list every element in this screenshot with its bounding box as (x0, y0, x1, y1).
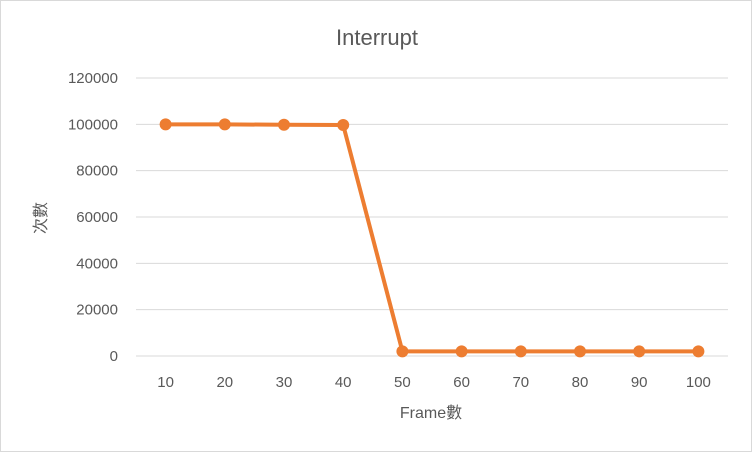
data-point (337, 119, 350, 132)
x-tick-label: 90 (631, 374, 648, 391)
y-tick-label: 0 (110, 348, 118, 365)
data-point (574, 345, 586, 358)
x-tick-label: 10 (157, 374, 174, 391)
y-tick-label: 100000 (68, 116, 118, 133)
data-point (278, 118, 290, 131)
y-tick-label: 80000 (76, 163, 118, 180)
data-point (159, 118, 172, 131)
y-tick-labels: 0 20000 40000 60000 80000 100000 120000 (68, 70, 118, 365)
data-point (455, 345, 468, 358)
gridlines (136, 77, 728, 357)
series-line (163, 122, 701, 354)
data-point (633, 345, 646, 358)
y-axis-title: 次數 (32, 202, 50, 234)
data-point (514, 345, 527, 358)
data-point (396, 345, 409, 358)
y-tick-label: 40000 (76, 255, 118, 272)
series-group (159, 118, 705, 358)
x-tick-labels: 10 20 30 40 50 60 70 80 90 100 (157, 374, 711, 391)
chart-title: Interrupt (336, 25, 418, 50)
x-tick-label: 40 (335, 374, 352, 391)
y-tick-label: 120000 (68, 70, 118, 87)
x-axis-title: Frame數 (400, 404, 462, 422)
data-point (218, 118, 231, 131)
x-tick-label: 100 (686, 374, 711, 391)
x-tick-label: 60 (453, 374, 470, 391)
x-tick-label: 80 (572, 374, 589, 391)
data-point (692, 345, 705, 358)
x-tick-label: 20 (216, 374, 233, 391)
x-tick-label: 50 (394, 374, 411, 391)
y-tick-label: 20000 (76, 302, 118, 319)
y-tick-label: 60000 (76, 209, 118, 226)
x-tick-label: 30 (276, 374, 293, 391)
x-tick-label: 70 (512, 374, 529, 391)
